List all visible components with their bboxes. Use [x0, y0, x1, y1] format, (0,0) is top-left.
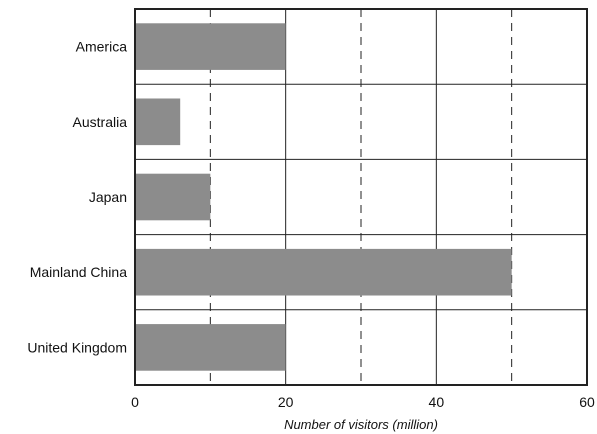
- bar: [135, 173, 211, 221]
- x-tick-label: 0: [131, 394, 139, 410]
- bar: [135, 248, 512, 296]
- x-tick-labels: 0 20 40 60: [131, 394, 595, 410]
- bars: [135, 23, 512, 371]
- x-axis-label: Number of visitors (million): [284, 417, 438, 432]
- x-tick-label: 20: [278, 394, 294, 410]
- category-label: Mainland China: [30, 264, 127, 280]
- bar: [135, 324, 286, 371]
- plot-frame: [134, 8, 588, 386]
- category-label: United Kingdom: [27, 339, 127, 355]
- category-label: Australia: [73, 114, 128, 130]
- bar: [135, 23, 286, 70]
- category-labels: America Australia Japan Mainland China Unite…: [27, 39, 127, 356]
- category-label: America: [76, 39, 128, 55]
- x-tick-label: 40: [429, 394, 445, 410]
- category-label: Japan: [89, 189, 127, 205]
- grid-lines: [135, 9, 587, 385]
- bar: [135, 98, 181, 146]
- x-tick-label: 60: [579, 394, 595, 410]
